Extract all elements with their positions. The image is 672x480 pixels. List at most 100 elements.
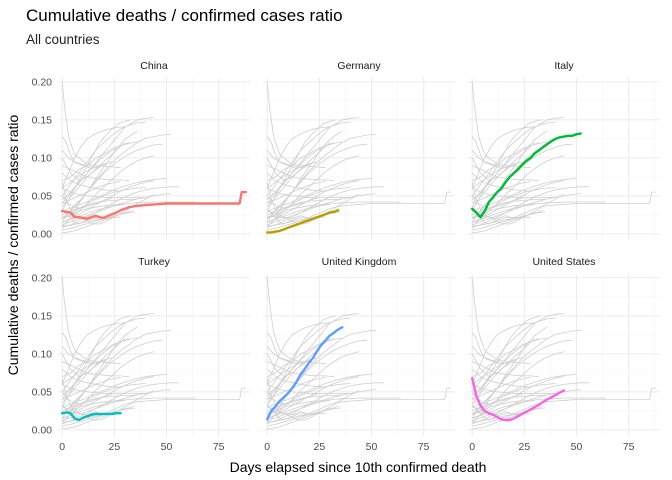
y-tick-label: 0.00 bbox=[32, 424, 53, 436]
facet-label: Turkey bbox=[138, 256, 170, 268]
background-series-line bbox=[471, 150, 510, 169]
background-series-line bbox=[266, 346, 305, 365]
background-series-line bbox=[267, 397, 401, 416]
background-series-line bbox=[61, 346, 100, 365]
background-series-line bbox=[62, 187, 146, 198]
background-series-line bbox=[472, 165, 540, 182]
background-series-line bbox=[267, 389, 376, 422]
background-series-line bbox=[267, 201, 401, 220]
background-series-line bbox=[266, 150, 305, 169]
background-series-line bbox=[471, 326, 548, 420]
background-series-line bbox=[267, 178, 372, 212]
background-series-line bbox=[267, 198, 343, 216]
facet-label: United States bbox=[532, 256, 595, 268]
background-series-line bbox=[471, 357, 523, 385]
background-series-line bbox=[61, 326, 138, 420]
facet-panels: China 0.00 0.05 0.10 0.15 0.20 Germany Italy Tur… bbox=[32, 60, 660, 453]
x-tick-label: 0 bbox=[59, 441, 65, 453]
background-series-line bbox=[472, 374, 577, 408]
y-tick-label: 0.00 bbox=[32, 228, 53, 240]
background-series-line bbox=[471, 329, 581, 414]
background-series-line bbox=[472, 193, 581, 226]
highlight-series-line bbox=[266, 326, 344, 421]
background-series-line bbox=[62, 394, 138, 412]
background-series-line bbox=[472, 397, 606, 416]
background-series-line bbox=[61, 357, 113, 385]
background-series-line bbox=[472, 382, 589, 425]
background-series-line bbox=[267, 193, 376, 226]
background-series-line bbox=[62, 387, 246, 416]
background-series-line bbox=[266, 161, 318, 189]
background-series-line bbox=[471, 338, 540, 396]
background-series-line bbox=[472, 361, 540, 378]
background-series-line bbox=[61, 119, 132, 212]
background-series-line bbox=[62, 382, 179, 425]
background-series-line bbox=[266, 338, 331, 378]
background-series-line bbox=[266, 351, 360, 423]
background-series-line bbox=[266, 317, 351, 393]
background-series-line bbox=[266, 119, 337, 212]
x-tick-label: 75 bbox=[213, 441, 225, 453]
background-series-line bbox=[266, 143, 368, 219]
background-series-line bbox=[61, 121, 146, 197]
background-series-line bbox=[266, 126, 330, 189]
background-series-line bbox=[61, 126, 125, 189]
background-series-line bbox=[61, 142, 130, 200]
x-tick-label: 50 bbox=[366, 441, 378, 453]
background-series-line bbox=[472, 191, 656, 220]
background-series-line bbox=[267, 377, 326, 400]
background-series-line bbox=[472, 377, 531, 400]
background-series-line bbox=[62, 383, 146, 394]
background-series-line bbox=[471, 383, 556, 416]
chart-title: Cumulative deaths / confirmed cases rati… bbox=[26, 6, 343, 25]
background-series-line bbox=[472, 181, 531, 204]
background-series-line bbox=[267, 181, 326, 204]
background-series-line bbox=[266, 130, 343, 224]
background-series-line bbox=[266, 155, 360, 227]
x-tick-label: 75 bbox=[623, 441, 635, 453]
background-series-line bbox=[472, 211, 546, 231]
panel-italy: Italy bbox=[468, 60, 660, 240]
panel-germany: Germany bbox=[263, 60, 455, 240]
background-series-line bbox=[471, 130, 548, 224]
x-tick-label: 50 bbox=[571, 441, 583, 453]
background-series-line bbox=[61, 155, 155, 227]
background-series-line bbox=[266, 133, 376, 218]
facet-label: Germany bbox=[337, 60, 381, 72]
y-axis-title: Cumulative deaths / confirmed cases rati… bbox=[5, 114, 21, 375]
background-series-line bbox=[266, 322, 330, 385]
background-series-line bbox=[471, 155, 565, 227]
highlight-series-line bbox=[471, 377, 566, 422]
x-tick-label: 75 bbox=[418, 441, 430, 453]
background-series-line bbox=[62, 198, 138, 216]
background-series-line bbox=[62, 377, 121, 400]
background-series-line bbox=[471, 315, 542, 408]
background-series-line bbox=[267, 186, 384, 229]
background-series-line bbox=[61, 161, 113, 189]
background-series-line bbox=[62, 361, 130, 378]
background-series-line bbox=[472, 178, 577, 212]
background-series-line bbox=[472, 407, 546, 427]
background-series-line bbox=[471, 339, 573, 415]
facet-label: Italy bbox=[554, 60, 574, 72]
panel-united-states: United States 0 25 50 75 bbox=[468, 256, 660, 453]
background-series-line bbox=[267, 394, 343, 412]
background-series-line bbox=[471, 317, 556, 393]
x-axis-title: Days elapsed since 10th confirmed death bbox=[230, 459, 487, 475]
background-series-line bbox=[62, 186, 179, 229]
background-series-line bbox=[62, 407, 136, 427]
background-series-line bbox=[266, 357, 318, 385]
background-series-line bbox=[61, 383, 146, 416]
background-series-line bbox=[471, 346, 510, 365]
background-series-line bbox=[61, 277, 121, 365]
background-series-line bbox=[62, 201, 196, 220]
x-tick-label: 0 bbox=[469, 441, 475, 453]
y-tick-label: 0.05 bbox=[32, 190, 53, 202]
background-series-line bbox=[61, 143, 163, 219]
panel-turkey: Turkey 0.00 0.05 0.10 0.15 0.20 0 25 50 75 bbox=[32, 256, 250, 453]
background-series-line bbox=[267, 191, 451, 220]
chart-subtitle: All countries bbox=[26, 32, 100, 47]
highlight-series-line bbox=[61, 190, 247, 220]
background-series-line bbox=[61, 81, 121, 169]
